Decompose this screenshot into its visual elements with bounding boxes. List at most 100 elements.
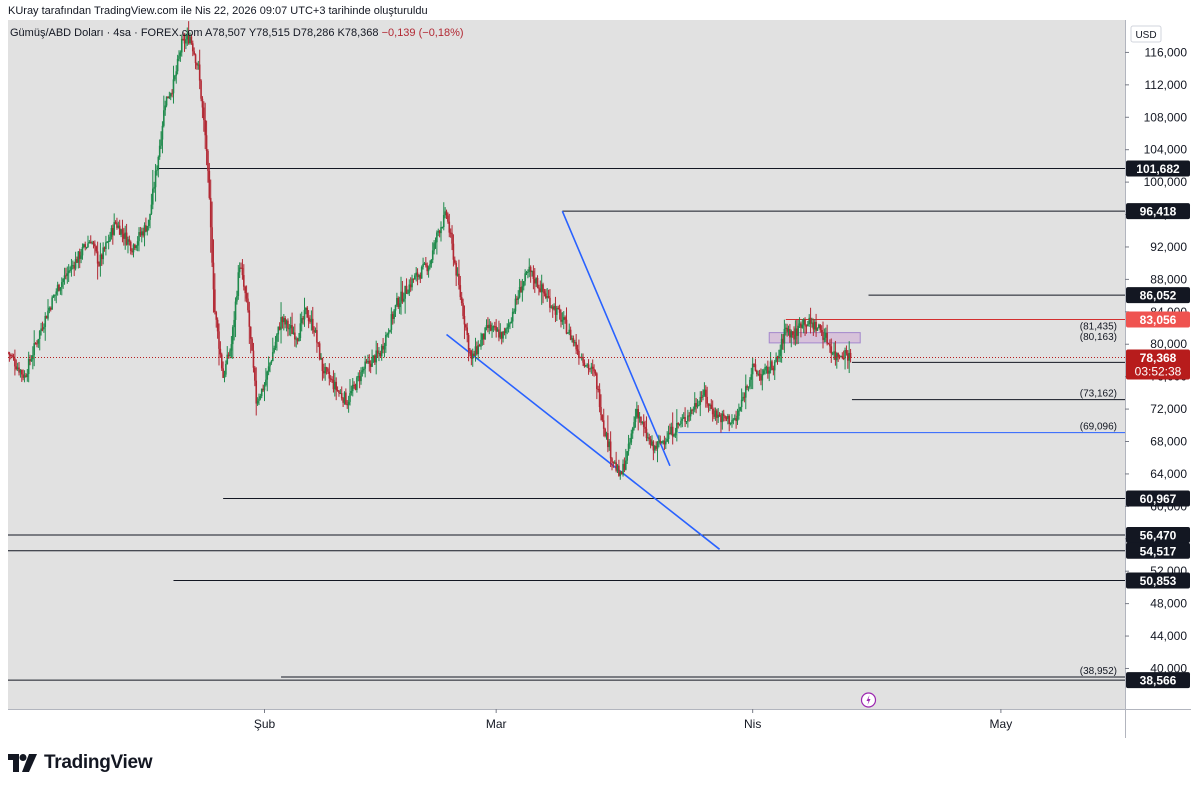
candle-body bbox=[571, 338, 573, 340]
candle-body bbox=[360, 371, 362, 382]
candle-body bbox=[778, 355, 780, 359]
candle-body bbox=[178, 55, 180, 59]
candle-body bbox=[80, 255, 82, 259]
candle-body bbox=[793, 334, 795, 340]
candle-body bbox=[660, 441, 663, 443]
candle-body bbox=[505, 328, 507, 334]
candle-body bbox=[83, 244, 85, 248]
candle-body bbox=[826, 332, 828, 344]
candle-body bbox=[303, 309, 306, 320]
candle-body bbox=[467, 335, 470, 350]
candle-body bbox=[557, 307, 560, 309]
candle-body bbox=[767, 366, 769, 374]
candle-body bbox=[405, 285, 408, 294]
candle-body bbox=[613, 462, 616, 464]
candle-body bbox=[412, 278, 415, 280]
candle-body bbox=[415, 272, 417, 276]
candle-body bbox=[624, 460, 627, 470]
candle-body bbox=[230, 344, 233, 351]
candle-body bbox=[88, 242, 91, 244]
candle-body bbox=[271, 352, 274, 362]
candle-body bbox=[678, 423, 681, 425]
candle-body bbox=[182, 38, 184, 40]
candle-body bbox=[663, 440, 666, 445]
candle-body bbox=[358, 376, 361, 382]
candle-body bbox=[493, 326, 496, 328]
candle-body bbox=[67, 270, 70, 274]
candle-body bbox=[324, 366, 326, 374]
candle-body bbox=[434, 242, 437, 244]
candle-body bbox=[322, 371, 325, 374]
candle-body bbox=[795, 328, 798, 336]
candle-body bbox=[236, 295, 238, 302]
candle-body bbox=[681, 418, 684, 421]
candle-body bbox=[203, 107, 205, 121]
candle-body bbox=[11, 355, 13, 357]
candle-body bbox=[153, 187, 155, 189]
candle-body bbox=[81, 247, 84, 256]
candle-body bbox=[216, 319, 219, 332]
candle-body bbox=[229, 350, 231, 357]
price-tick-label: 100,000 bbox=[1144, 175, 1188, 189]
candle-body bbox=[105, 242, 107, 249]
candle-body bbox=[473, 353, 475, 357]
candle-body bbox=[641, 421, 644, 423]
candle-body bbox=[163, 110, 165, 126]
candle-body bbox=[135, 245, 138, 248]
plot-background bbox=[8, 20, 1125, 709]
candle-body bbox=[590, 366, 593, 369]
candle-body bbox=[831, 353, 834, 355]
candle-body bbox=[822, 332, 824, 340]
candle-body bbox=[447, 215, 449, 222]
footer-brand[interactable]: TradingView bbox=[8, 748, 153, 778]
candle-body bbox=[14, 358, 16, 367]
candle-body bbox=[292, 332, 295, 334]
candle-body bbox=[454, 259, 456, 263]
candle-body bbox=[296, 338, 299, 342]
candle-body bbox=[407, 293, 409, 295]
candle-body bbox=[9, 355, 12, 357]
candle-body bbox=[138, 232, 140, 242]
candle-body bbox=[107, 241, 110, 243]
candle-body bbox=[771, 361, 773, 368]
candle-body bbox=[19, 370, 22, 373]
candle-body bbox=[607, 433, 609, 448]
candle-body bbox=[608, 441, 611, 448]
candle-body bbox=[87, 243, 89, 247]
candle-body bbox=[742, 396, 744, 400]
candle-body bbox=[25, 375, 27, 378]
candle-body bbox=[517, 297, 520, 300]
candle-body bbox=[207, 150, 209, 171]
candle-body bbox=[455, 262, 457, 276]
candle-body bbox=[243, 275, 245, 287]
level-price-label: 86,052 bbox=[1140, 289, 1177, 303]
candle-body bbox=[801, 324, 804, 328]
candle-body bbox=[764, 367, 766, 371]
candle-body bbox=[492, 326, 495, 328]
candle-body bbox=[151, 188, 154, 205]
candle-body bbox=[51, 297, 53, 310]
candle-body bbox=[754, 364, 757, 371]
candle-body bbox=[725, 418, 728, 420]
candle-body bbox=[787, 328, 790, 332]
candle-body bbox=[818, 324, 820, 328]
candle-body bbox=[631, 428, 634, 434]
candle-body bbox=[805, 325, 808, 327]
candle-body bbox=[587, 364, 590, 369]
candle-body bbox=[40, 328, 42, 332]
price-chart[interactable]: 40,00044,00048,00052,00056,00060,00064,0… bbox=[8, 20, 1191, 738]
candle-body bbox=[572, 338, 575, 343]
level-price-label: 56,470 bbox=[1140, 528, 1177, 542]
candle-body bbox=[73, 265, 75, 269]
candle-body bbox=[790, 331, 793, 338]
candle-body bbox=[840, 355, 842, 357]
candle-body bbox=[218, 331, 220, 349]
candle-body bbox=[498, 329, 500, 338]
candle-body bbox=[802, 319, 805, 325]
chart-container[interactable]: 40,00044,00048,00052,00056,00060,00064,0… bbox=[8, 20, 1191, 738]
candle-body bbox=[204, 120, 206, 136]
level-annotation-label: (80,163) bbox=[1080, 332, 1117, 343]
candle-body bbox=[95, 246, 98, 252]
candle-body bbox=[670, 426, 673, 435]
candle-body bbox=[66, 273, 69, 276]
